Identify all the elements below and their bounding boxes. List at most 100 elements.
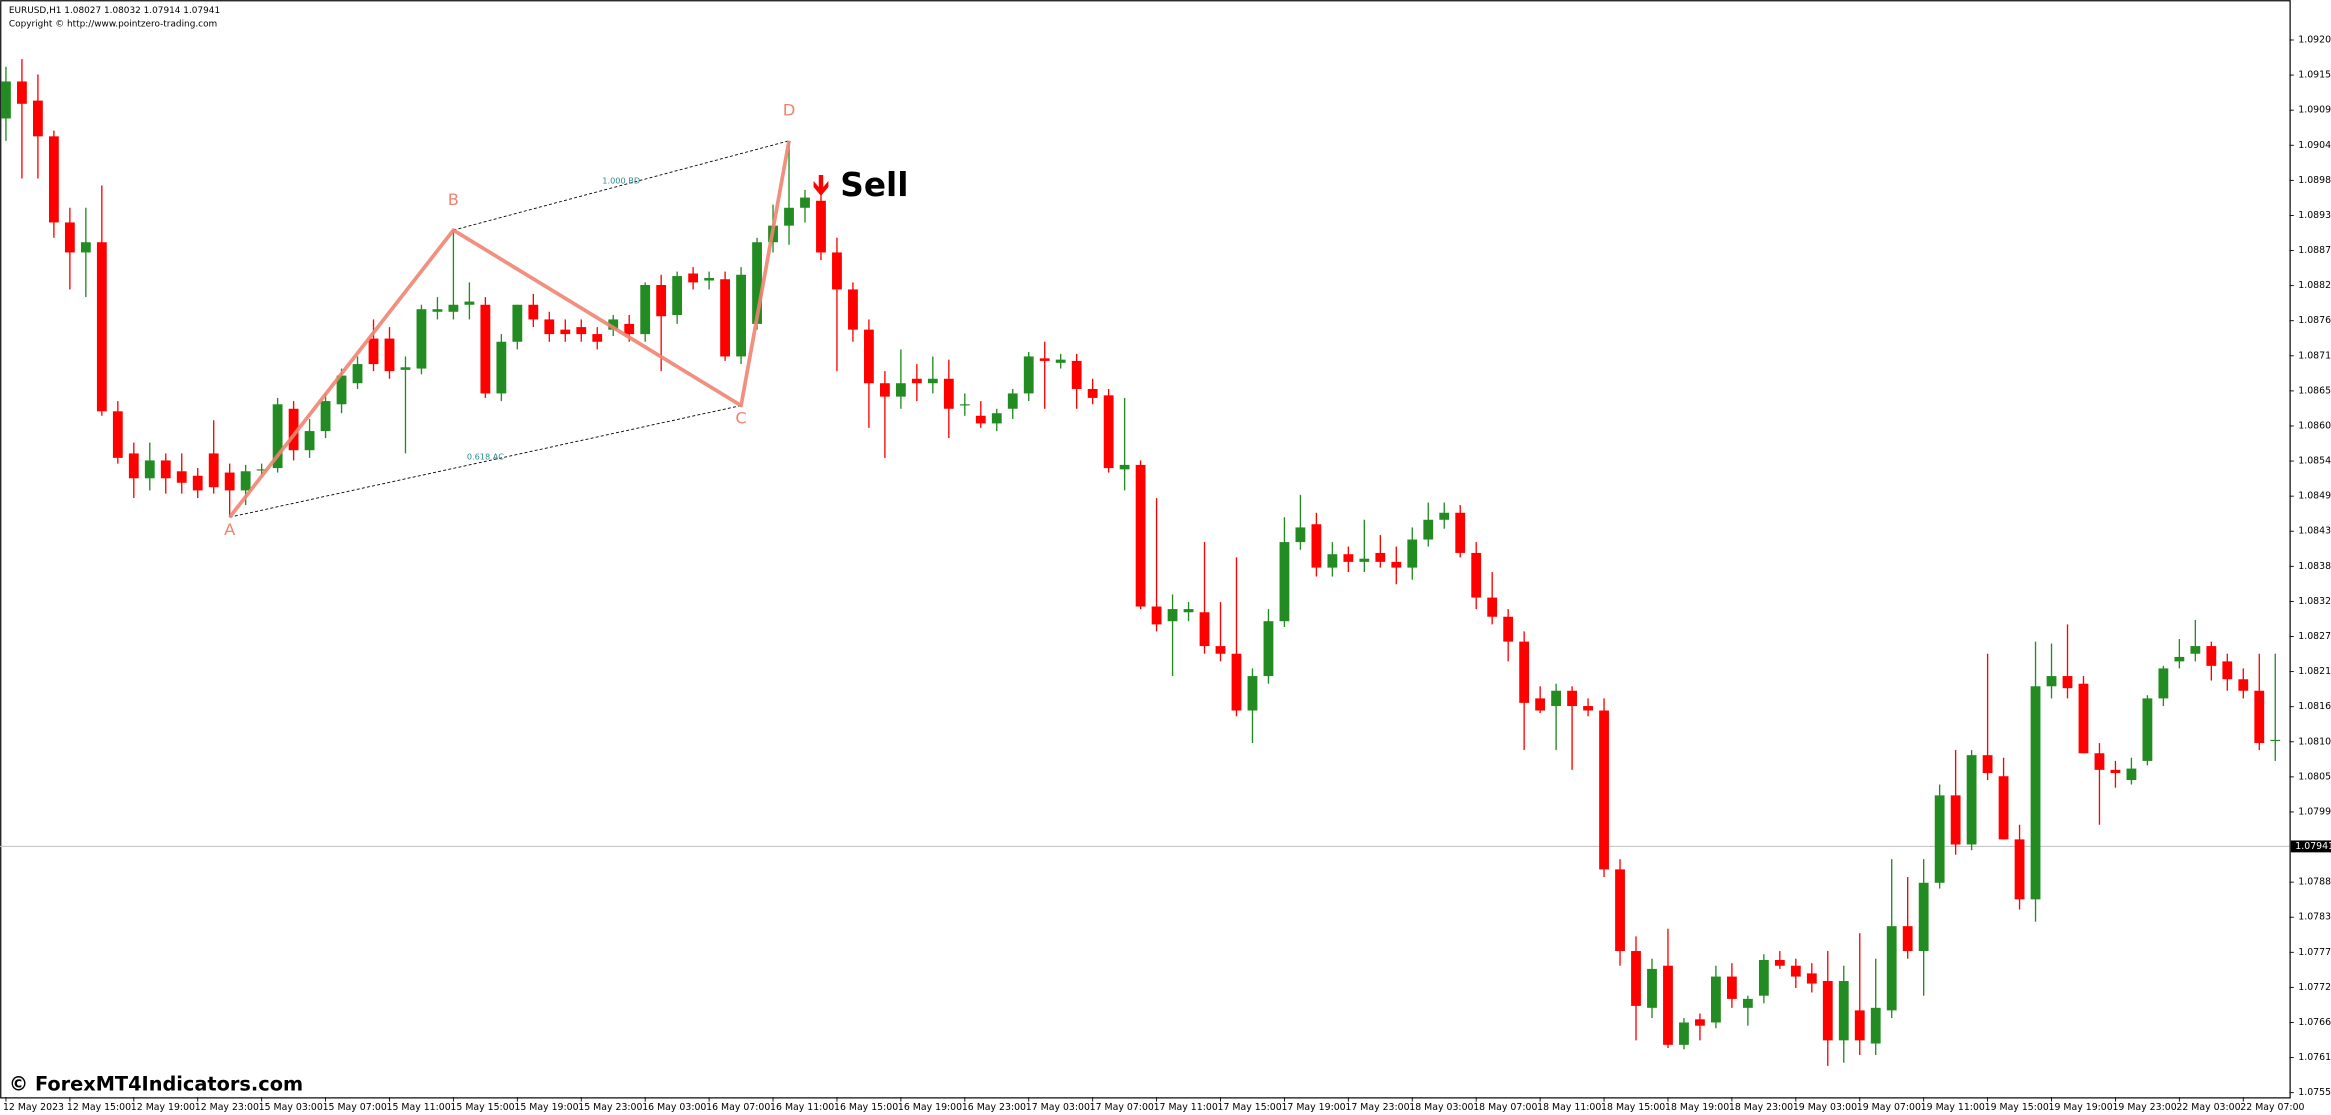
candle-body xyxy=(975,415,986,424)
x-tick-label: 17 May 23:00 xyxy=(1345,1102,1409,1113)
candle-body xyxy=(736,274,746,357)
candle-body xyxy=(1103,395,1114,469)
candle-body xyxy=(1774,959,1785,966)
candle-body xyxy=(816,200,826,253)
candle-body xyxy=(2030,686,2041,900)
candle-body xyxy=(1615,869,1625,952)
candle-body xyxy=(304,431,315,451)
candle-body xyxy=(448,304,459,312)
x-tick-label: 12 May 19:00 xyxy=(131,1102,195,1113)
candle-body xyxy=(416,309,427,369)
candle-body xyxy=(800,197,810,208)
x-tick-label: 18 May 23:00 xyxy=(1729,1102,1793,1113)
candle-body xyxy=(240,471,251,491)
pattern-point-label: C xyxy=(735,408,746,427)
x-tick-label: 19 May 07:00 xyxy=(1857,1102,1921,1113)
current-price-box xyxy=(2290,840,2331,853)
candle-body xyxy=(959,404,970,406)
current-price-label: 1.07941 xyxy=(2295,841,2331,852)
x-tick-label: 17 May 15:00 xyxy=(1218,1102,1282,1113)
y-tick-label: 1.09095 xyxy=(2298,105,2331,116)
y-tick-label: 1.08050 xyxy=(2298,771,2331,782)
candle-body xyxy=(320,401,331,432)
candle-body xyxy=(112,411,123,458)
candle-body xyxy=(1902,926,1913,952)
candle-body xyxy=(1263,621,1274,677)
candle-body xyxy=(943,378,954,409)
y-tick-label: 1.08930 xyxy=(2298,210,2331,221)
candles xyxy=(1,59,2281,1066)
candle-body xyxy=(1087,388,1098,398)
candle-body xyxy=(208,453,219,488)
x-tick-label: 19 May 15:00 xyxy=(1985,1102,2049,1113)
candle-body xyxy=(1199,612,1210,647)
x-tick-label: 18 May 11:00 xyxy=(1537,1102,1601,1113)
y-tick-label: 1.08545 xyxy=(2298,456,2331,467)
candle-body xyxy=(1838,981,1849,1041)
y-tick-label: 1.08765 xyxy=(2298,315,2331,326)
candle-body xyxy=(80,242,91,253)
y-tick-label: 1.07720 xyxy=(2298,982,2331,993)
watermark: © ForexMT4Indicators.com xyxy=(9,1073,303,1096)
x-tick-label: 18 May 19:00 xyxy=(1665,1102,1729,1113)
x-tick-label: 22 May 03:00 xyxy=(2176,1102,2240,1113)
candle-body xyxy=(2142,698,2153,761)
x-tick-label: 15 May 19:00 xyxy=(514,1102,578,1113)
candle-body xyxy=(528,304,539,320)
candle-body xyxy=(224,472,235,491)
candle-body xyxy=(2158,668,2169,699)
candle-body xyxy=(1439,512,1450,520)
x-tick-label: 19 May 19:00 xyxy=(2049,1102,2113,1113)
pattern-point-label: D xyxy=(783,101,796,120)
candle-body xyxy=(2126,768,2137,781)
candle-body xyxy=(2222,661,2233,680)
candle-body xyxy=(1918,882,1929,952)
candle-body xyxy=(1599,710,1609,870)
candle-body xyxy=(1359,558,1370,562)
candle-body xyxy=(1822,981,1833,1041)
candle-body xyxy=(400,367,411,370)
candle-body xyxy=(256,469,267,471)
y-tick-label: 1.08105 xyxy=(2298,736,2331,747)
y-tick-label: 1.09205 xyxy=(2298,34,2331,45)
candle-body xyxy=(1167,609,1178,622)
candle-body xyxy=(656,284,667,317)
candle-body xyxy=(1695,1019,1705,1026)
x-tick-label: 17 May 19:00 xyxy=(1281,1102,1345,1113)
candle-body xyxy=(1375,552,1386,562)
candle-body xyxy=(1007,393,1018,409)
x-tick-label: 16 May 03:00 xyxy=(642,1102,706,1113)
candle-body xyxy=(1503,616,1514,642)
candle-body xyxy=(2046,676,2057,687)
candle-body xyxy=(1135,464,1146,607)
candle-body xyxy=(432,309,443,312)
candle-body xyxy=(1647,968,1657,1008)
candle-body xyxy=(464,301,475,305)
signal-label: Sell xyxy=(840,166,908,204)
candle-body xyxy=(879,383,890,397)
candle-body xyxy=(2110,769,2121,774)
candle-body xyxy=(17,81,27,104)
y-tick-label: 1.08820 xyxy=(2298,280,2331,291)
x-tick-label: 17 May 07:00 xyxy=(1090,1102,1154,1113)
candle-body xyxy=(1,81,11,119)
candle-body xyxy=(368,338,379,365)
candle-body xyxy=(1391,561,1402,568)
candle-body xyxy=(2078,683,2089,754)
ratio-line xyxy=(453,140,790,231)
candle-body xyxy=(1998,776,2009,840)
x-tick-label: 15 May 11:00 xyxy=(387,1102,451,1113)
y-tick-label: 1.08435 xyxy=(2298,526,2331,537)
x-tick-label: 19 May 11:00 xyxy=(1921,1102,1985,1113)
candle-body xyxy=(352,364,363,384)
candle-body xyxy=(1758,959,1769,996)
pattern-point-label: B xyxy=(448,190,459,209)
candle-body xyxy=(128,453,139,479)
y-tick-label: 1.07775 xyxy=(2298,947,2331,958)
candle-body xyxy=(720,279,730,357)
candle-body xyxy=(1679,1022,1689,1045)
candle-body xyxy=(1311,524,1322,568)
candle-body xyxy=(1519,641,1530,703)
candle-body xyxy=(33,100,43,137)
ratio-label: 1.000 BD xyxy=(602,175,640,185)
